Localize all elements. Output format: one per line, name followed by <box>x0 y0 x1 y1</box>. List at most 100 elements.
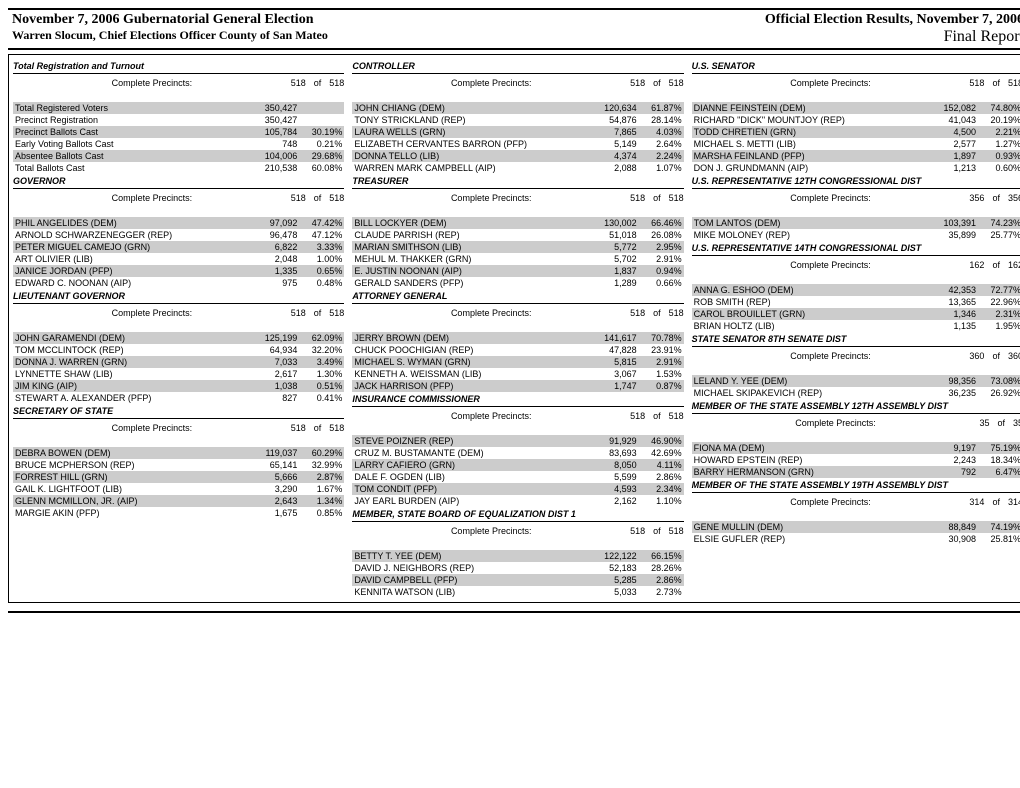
candidate-label: MEHUL M. THAKKER (GRN) <box>354 254 591 264</box>
vote-percent: 4.03% <box>637 127 682 137</box>
precincts-of: of <box>653 78 661 88</box>
vote-count: 103,391 <box>931 218 976 228</box>
vote-percent: 73.08% <box>976 376 1020 386</box>
vote-count: 1,346 <box>931 309 976 319</box>
vote-percent: 18.34% <box>976 455 1020 465</box>
precincts-of: of <box>992 260 1000 270</box>
candidate-label: DALE F. OGDEN (LIB) <box>354 472 591 482</box>
precincts-of: of <box>992 78 1000 88</box>
candidate-label: Absentee Ballots Cast <box>15 151 252 161</box>
vote-count: 5,033 <box>592 587 637 597</box>
vote-percent: 30.19% <box>297 127 342 137</box>
vote-count: 3,290 <box>252 484 297 494</box>
vote-percent: 0.21% <box>297 139 342 149</box>
result-row: JACK HARRISON (PFP)1,7470.87% <box>352 380 683 392</box>
candidate-label: FORREST HILL (GRN) <box>15 472 252 482</box>
precincts-of: of <box>992 351 1000 361</box>
result-row: MICHAEL SKIPAKEVICH (REP)36,23526.92% <box>692 387 1020 399</box>
precincts-b: 518 <box>669 526 684 536</box>
result-row: FORREST HILL (GRN)5,6662.87% <box>13 471 344 483</box>
vote-count: 1,289 <box>592 278 637 288</box>
result-row: BRIAN HOLTZ (LIB)1,1351.95% <box>692 320 1020 332</box>
result-column: Total Registration and TurnoutComplete P… <box>13 59 344 598</box>
precincts-a: 518 <box>630 411 645 421</box>
vote-percent: 42.69% <box>637 448 682 458</box>
result-row: ARNOLD SCHWARZENEGGER (REP)96,47847.12% <box>13 229 344 241</box>
section-header: MEMBER, STATE BOARD OF EQUALIZATION DIST… <box>352 507 683 522</box>
precincts-row: Complete Precincts:518of518 <box>352 524 683 538</box>
result-row: CLAUDE PARRISH (REP)51,01826.08% <box>352 229 683 241</box>
vote-percent: 2.91% <box>637 357 682 367</box>
candidate-label: TOM MCCLINTOCK (REP) <box>15 345 252 355</box>
candidate-label: PETER MIGUEL CAMEJO (GRN) <box>15 242 252 252</box>
precincts-a: 518 <box>291 193 306 203</box>
vote-percent <box>297 115 342 125</box>
result-row: EDWARD C. NOONAN (AIP)9750.48% <box>13 277 344 289</box>
precincts-label: Complete Precincts: <box>352 411 630 421</box>
result-row: TOM LANTOS (DEM)103,39174.23% <box>692 217 1020 229</box>
vote-percent: 0.85% <box>297 508 342 518</box>
vote-count: 9,197 <box>931 443 976 453</box>
result-row: ANNA G. ESHOO (DEM)42,35372.77% <box>692 284 1020 296</box>
precincts-of: of <box>314 78 322 88</box>
precincts-of: of <box>992 497 1000 507</box>
candidate-label: GENE MULLIN (DEM) <box>694 522 931 532</box>
vote-percent: 32.20% <box>297 345 342 355</box>
precincts-of: of <box>992 193 1000 203</box>
result-row: MIKE MOLONEY (REP)35,89925.77% <box>692 229 1020 241</box>
result-row: PHIL ANGELIDES (DEM)97,09247.42% <box>13 217 344 229</box>
precincts-b: 518 <box>329 423 344 433</box>
candidate-label: WARREN MARK CAMPBELL (AIP) <box>354 163 591 173</box>
vote-percent: 72.77% <box>976 285 1020 295</box>
section-header: MEMBER OF THE STATE ASSEMBLY 19TH ASSEMB… <box>692 478 1020 493</box>
vote-count: 1,135 <box>931 321 976 331</box>
result-row: DONNA TELLO (LIB)4,3742.24% <box>352 150 683 162</box>
precincts-a: 518 <box>969 78 984 88</box>
vote-count: 52,183 <box>592 563 637 573</box>
candidate-label: JACK HARRISON (PFP) <box>354 381 591 391</box>
vote-percent: 62.09% <box>297 333 342 343</box>
precincts-b: 518 <box>1008 78 1020 88</box>
result-row: BARRY HERMANSON (GRN)7926.47% <box>692 466 1020 478</box>
precincts-a: 162 <box>969 260 984 270</box>
vote-percent: 0.51% <box>297 381 342 391</box>
vote-count: 5,815 <box>592 357 637 367</box>
vote-count: 42,353 <box>931 285 976 295</box>
result-row: BILL LOCKYER (DEM)130,00266.46% <box>352 217 683 229</box>
precincts-row: Complete Precincts:518of518 <box>13 191 344 205</box>
precincts-a: 518 <box>291 308 306 318</box>
precincts-a: 314 <box>969 497 984 507</box>
candidate-label: TOM CONDIT (PFP) <box>354 484 591 494</box>
precincts-b: 518 <box>329 193 344 203</box>
result-row: DEBRA BOWEN (DEM)119,03760.29% <box>13 447 344 459</box>
vote-percent: 22.96% <box>976 297 1020 307</box>
results-columns: Total Registration and TurnoutComplete P… <box>8 54 1020 603</box>
precincts-row: Complete Precincts:518of518 <box>13 76 344 90</box>
candidate-label: GLENN MCMILLON, JR. (AIP) <box>15 496 252 506</box>
vote-percent: 1.95% <box>976 321 1020 331</box>
precincts-nums: 518of518 <box>630 526 684 536</box>
precincts-of: of <box>653 411 661 421</box>
vote-percent: 0.41% <box>297 393 342 403</box>
result-row: DIANNE FEINSTEIN (DEM)152,08274.80% <box>692 102 1020 114</box>
vote-count: 1,213 <box>931 163 976 173</box>
vote-count: 51,018 <box>592 230 637 240</box>
vote-count: 350,427 <box>252 103 297 113</box>
result-row: JERRY BROWN (DEM)141,61770.78% <box>352 332 683 344</box>
vote-percent: 47.42% <box>297 218 342 228</box>
result-row: WARREN MARK CAMPBELL (AIP)2,0881.07% <box>352 162 683 174</box>
precincts-label: Complete Precincts: <box>352 308 630 318</box>
vote-count: 1,837 <box>592 266 637 276</box>
precincts-nums: 314of314 <box>969 497 1020 507</box>
precincts-nums: 518of518 <box>291 308 345 318</box>
candidate-label: LYNNETTE SHAW (LIB) <box>15 369 252 379</box>
candidate-label: MARSHA FEINLAND (PFP) <box>694 151 931 161</box>
precincts-label: Complete Precincts: <box>13 193 291 203</box>
result-row: Precinct Ballots Cast105,78430.19% <box>13 126 344 138</box>
vote-percent: 0.65% <box>297 266 342 276</box>
result-row: MARIAN SMITHSON (LIB)5,7722.95% <box>352 241 683 253</box>
section-header: TREASURER <box>352 174 683 189</box>
candidate-label: LELAND Y. YEE (DEM) <box>694 376 931 386</box>
result-row: GLENN MCMILLON, JR. (AIP)2,6431.34% <box>13 495 344 507</box>
vote-count: 1,897 <box>931 151 976 161</box>
